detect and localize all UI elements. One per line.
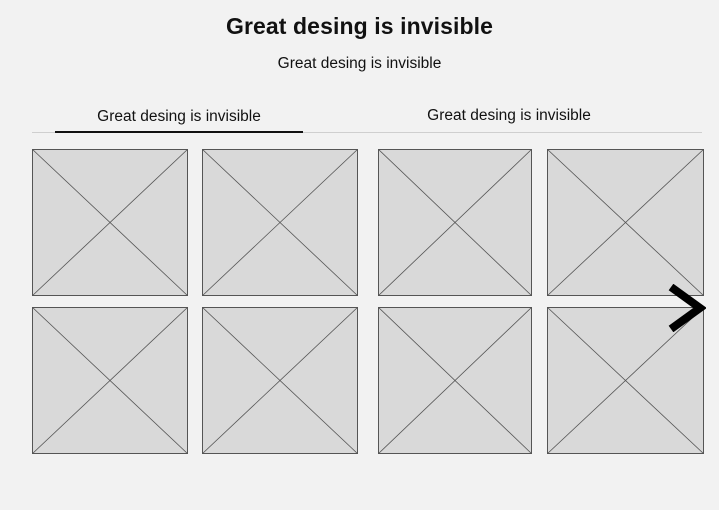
image-placeholder-4[interactable]: [547, 149, 704, 296]
image-placeholder-6[interactable]: [202, 307, 358, 454]
image-placeholder-graphic: [202, 149, 358, 296]
tab-bar: Great desing is invisible Great desing i…: [32, 100, 702, 134]
tab-1[interactable]: Great desing is invisible: [97, 108, 261, 125]
image-placeholder-graphic: [202, 307, 358, 454]
image-placeholder-graphic: [32, 149, 188, 296]
image-placeholder-2[interactable]: [202, 149, 358, 296]
image-placeholder-7[interactable]: [378, 307, 532, 454]
page-subtitle: Great desing is invisible: [277, 55, 442, 72]
chevron-right-icon[interactable]: [666, 283, 707, 333]
tab-2[interactable]: Great desing is invisible: [427, 107, 591, 124]
image-placeholder-1[interactable]: [32, 149, 188, 296]
image-placeholder-graphic: [32, 307, 188, 454]
image-placeholder-graphic: [378, 149, 532, 296]
active-tab-indicator: [55, 131, 303, 133]
image-placeholder-graphic: [378, 307, 532, 454]
tab-divider: [32, 132, 702, 133]
image-placeholder-8[interactable]: [547, 307, 704, 454]
image-placeholder-5[interactable]: [32, 307, 188, 454]
image-placeholder-3[interactable]: [378, 149, 532, 296]
page-title: Great desing is invisible: [225, 13, 494, 39]
image-placeholder-graphic: [547, 149, 704, 296]
image-placeholder-graphic: [547, 307, 704, 454]
